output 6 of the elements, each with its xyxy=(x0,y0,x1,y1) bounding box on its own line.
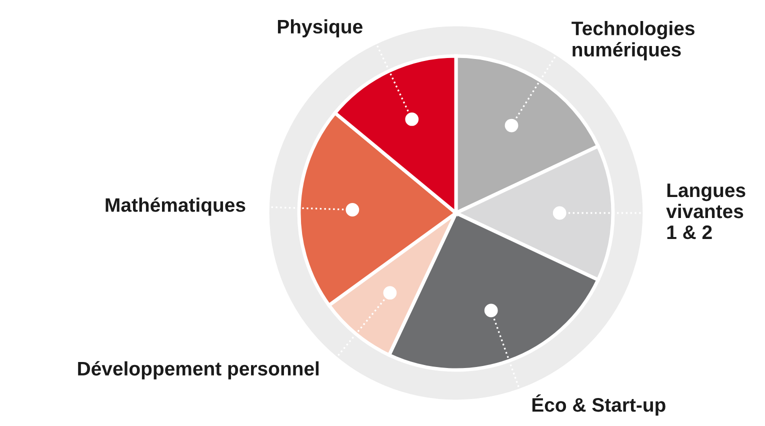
slice-label: Mathématiques xyxy=(106,197,246,216)
slice-label: Éco & Start-up xyxy=(532,394,666,416)
slice-label: Développement personnel xyxy=(78,361,319,380)
slice-label: Langues vivantes 1 & 2 xyxy=(666,184,746,240)
slice-label: Physique xyxy=(278,19,362,38)
slice-label: Technologies numériques xyxy=(572,20,694,60)
